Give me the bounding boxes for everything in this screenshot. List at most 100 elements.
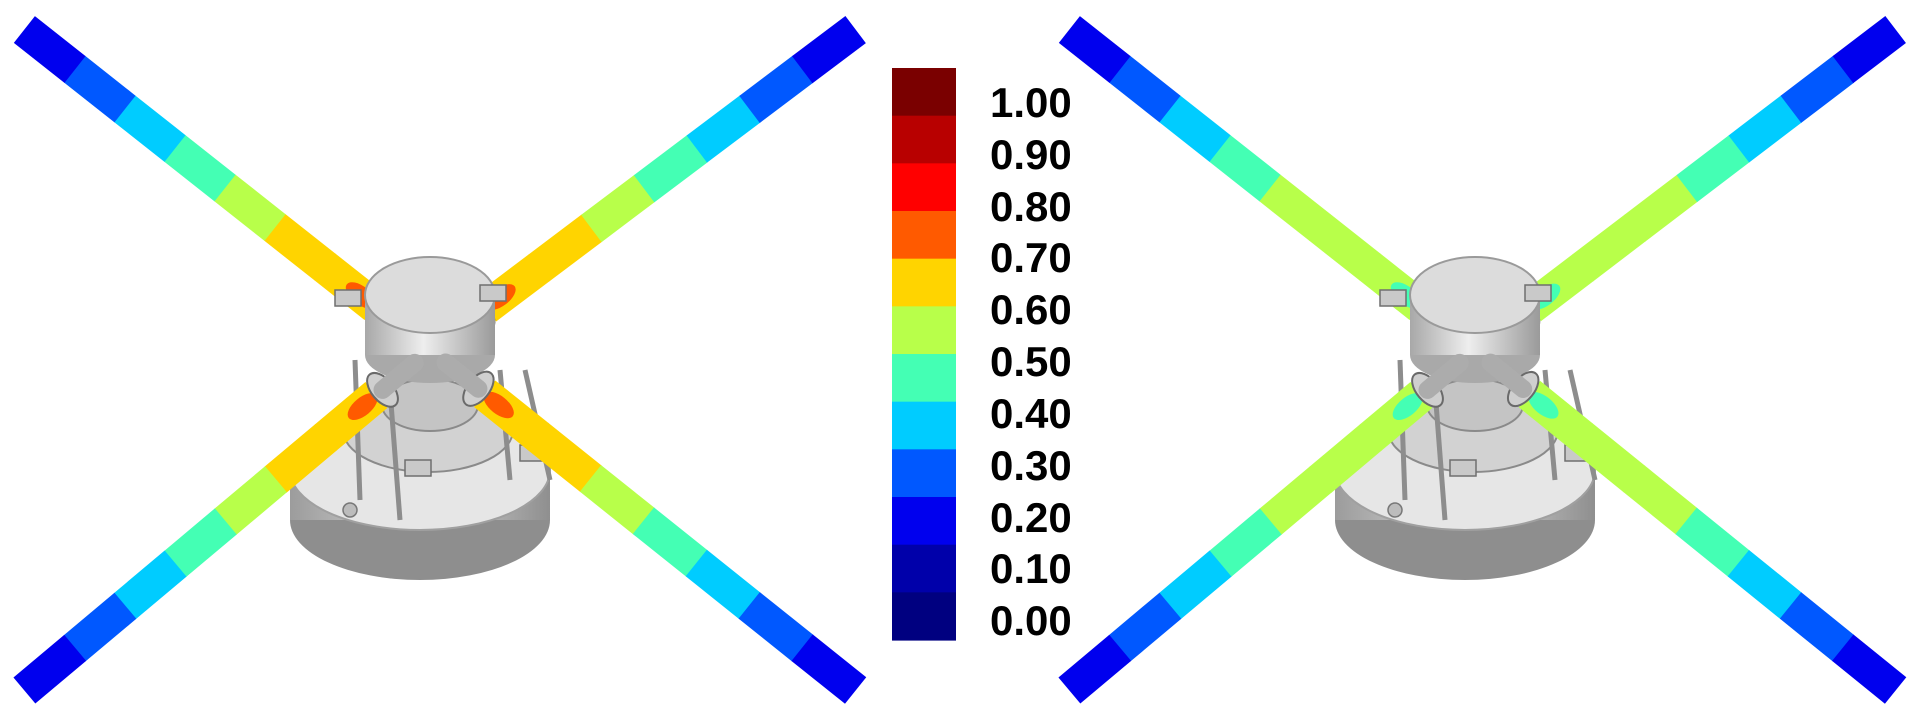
hub-arm-shade [436, 353, 488, 398]
colorbar-tick-label: 0.80 [990, 183, 1072, 230]
blade-segment [164, 508, 237, 578]
colorbar-band [892, 258, 956, 307]
blade-segment [113, 550, 187, 620]
blade-root-hotspot [347, 393, 378, 421]
hub-arm [436, 353, 488, 398]
blade-segment [1258, 174, 1331, 241]
hub-arm [1418, 353, 1469, 399]
blade-segment [739, 55, 814, 123]
colorbar-tick-label: 0.50 [990, 338, 1072, 385]
colorbar-ticks: 1.00 0.90 0.80 0.70 0.60 0.50 0.40 0.30 … [990, 79, 1072, 644]
blade-segment [633, 135, 708, 203]
colorbar-band [892, 163, 956, 212]
blade-segment [686, 95, 761, 163]
colorbar-tick-label: 0.60 [990, 286, 1072, 333]
blade-segment [1570, 423, 1646, 493]
blade-segment [1259, 466, 1332, 535]
hub-arm [1481, 353, 1533, 399]
blade-segment [1832, 15, 1906, 84]
colorbar-band [892, 115, 956, 164]
colorbar [892, 68, 956, 641]
colorbar-tick-label: 0.10 [990, 545, 1072, 592]
blade-segment [13, 634, 87, 704]
blade-segment [163, 134, 236, 202]
blade-segment [214, 466, 287, 535]
colorbar-band [892, 68, 956, 117]
colorbar-band [892, 306, 956, 355]
blade-root-hotspot [1528, 392, 1559, 419]
colorbar-band [892, 544, 956, 593]
blade-segment [1572, 214, 1646, 282]
blade-root-hotspot [483, 391, 514, 419]
blade-segment [526, 422, 602, 493]
colorbar-band [892, 497, 956, 546]
blade-segment [1780, 55, 1854, 123]
blade-segment [1308, 213, 1381, 281]
blade-segment [1675, 507, 1750, 577]
hub-arm-shade [373, 353, 424, 399]
blade-segment [1727, 549, 1802, 620]
colorbar-band [892, 449, 956, 498]
blade-segment [632, 507, 708, 577]
blade-segment [738, 592, 814, 662]
colorbar-tick-label: 0.40 [990, 390, 1072, 437]
right-rotor-panel [1058, 15, 1907, 704]
blade-segment [13, 16, 86, 83]
hub-cylinder-top [364, 256, 496, 334]
link-joint [1387, 502, 1403, 518]
colorbar-tick-label: 0.70 [990, 234, 1072, 281]
left-rotor-panel [13, 15, 867, 704]
hub-arm [373, 353, 424, 399]
hub-bracket [404, 459, 432, 477]
blade-segment [1158, 95, 1231, 162]
blade-segment [1208, 134, 1281, 202]
hub-bracket [1524, 284, 1552, 302]
pitch-link [387, 389, 403, 521]
blade-segment [1058, 16, 1131, 83]
blade-segment [528, 214, 603, 282]
link-joint [342, 502, 358, 518]
blade-segment [1108, 592, 1182, 662]
colorbar-tick-label: 0.30 [990, 442, 1072, 489]
blade-segment [791, 634, 867, 704]
blade-segment [113, 95, 186, 162]
hub-bracket [1449, 459, 1477, 477]
colorbar-tick-label: 0.00 [990, 597, 1072, 644]
blade-segment [1158, 550, 1232, 620]
hub-arm-shade [1481, 353, 1533, 399]
hub-arm-shade [1418, 353, 1469, 399]
colorbar-band [892, 401, 956, 450]
blade-segment [213, 174, 286, 241]
blade-segment [1728, 95, 1802, 163]
pitch-link [1432, 389, 1448, 521]
blade-segment [1309, 424, 1383, 493]
blade-segment [63, 592, 137, 662]
blade-segment [1108, 55, 1181, 123]
blade-segment [1623, 465, 1698, 535]
colorbar-tick-label: 1.00 [990, 79, 1072, 126]
hub-bracket [334, 289, 362, 307]
hub-bracket [479, 284, 507, 302]
hub-cylinder-top [1409, 256, 1541, 334]
colorbar-band [892, 354, 956, 403]
blade-segment [685, 549, 761, 620]
blade-segment [579, 465, 655, 535]
blade-segment [63, 55, 136, 123]
colorbar-band [892, 592, 956, 641]
blade-segment [792, 15, 866, 84]
blade-segment [1624, 174, 1698, 242]
hub-bracket [1379, 289, 1407, 307]
blade-segment [263, 213, 336, 281]
blade-segment [264, 424, 338, 493]
colorbar-tick-label: 0.20 [990, 494, 1072, 541]
blade-segment [1779, 592, 1855, 662]
blade-segment [1676, 134, 1750, 203]
colorbar-tick-label: 0.90 [990, 131, 1072, 178]
blade-root-hotspot [1392, 393, 1423, 421]
colorbar-band [892, 211, 956, 260]
blade-segment [1209, 508, 1282, 578]
blade-segment [581, 174, 655, 243]
blade-segment [1832, 634, 1907, 704]
blade-segment [1058, 634, 1132, 704]
